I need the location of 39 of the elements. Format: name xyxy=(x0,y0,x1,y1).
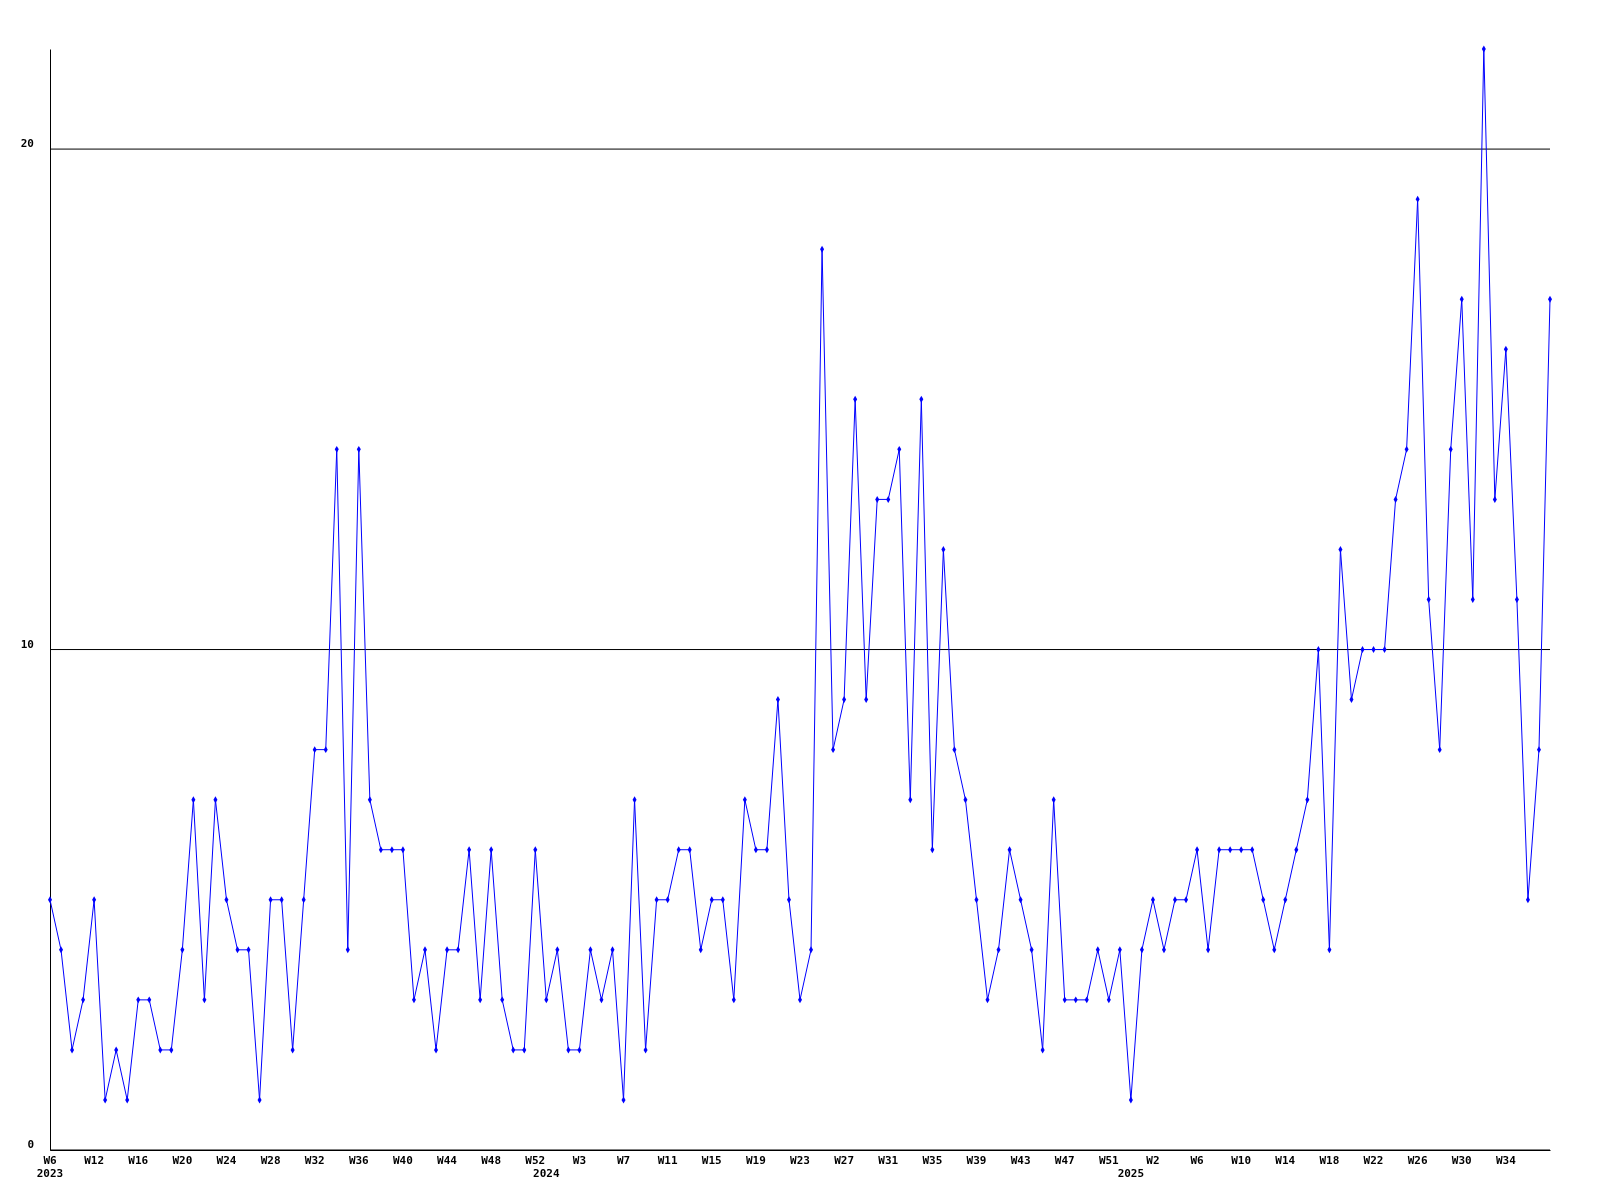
x-tick-label: W12 xyxy=(84,1154,105,1167)
x-tick-label: W40 xyxy=(393,1154,413,1167)
x-tick-label: W6 xyxy=(1190,1154,1205,1167)
x-tick-label: W19 xyxy=(745,1154,766,1167)
x-tick-label: W52 xyxy=(525,1154,546,1167)
x-tick-label: 2025 xyxy=(1117,1166,1145,1180)
x-tick-label: W47 xyxy=(1054,1154,1075,1167)
x-tick-label: W43 xyxy=(1010,1154,1031,1167)
x-tick-label: W28 xyxy=(260,1154,281,1167)
x-tick-label: W6 2023 xyxy=(36,1154,64,1180)
x-tick-label: W48 xyxy=(481,1154,502,1167)
x-tick-label: W7 xyxy=(616,1154,631,1167)
x-tick-label: W20 xyxy=(172,1154,193,1167)
y-tick-label: 10 xyxy=(20,637,34,651)
x-tick-label: W24 xyxy=(216,1154,237,1167)
x-tick-label: W23 xyxy=(790,1154,810,1167)
x-tick-label: W16 xyxy=(128,1154,149,1167)
x-tick-label: W15 xyxy=(701,1154,722,1167)
x-tick-label: W26 xyxy=(1407,1154,1428,1167)
x-tick-label: W3 xyxy=(572,1154,587,1167)
x-tick-label: W14 xyxy=(1275,1154,1296,1167)
x-tick-label: W27 xyxy=(834,1154,855,1167)
x-tick-label: W30 xyxy=(1451,1154,1472,1167)
x-tick-label: W36 xyxy=(348,1154,370,1167)
x-tick-label: W22 xyxy=(1363,1154,1384,1167)
x-tick-label: W31 xyxy=(878,1154,899,1167)
x-tick-label: W11 xyxy=(657,1154,678,1167)
x-tick-label: W10 xyxy=(1231,1154,1252,1167)
x-tick-label: W18 xyxy=(1319,1154,1340,1167)
x-tick-label: 2024 xyxy=(533,1166,560,1180)
x-tick-label: W32 xyxy=(304,1154,325,1167)
x-tick-label: W51 xyxy=(1098,1154,1120,1167)
x-tick-label: W34 xyxy=(1495,1154,1517,1167)
x-tick-label: W2 xyxy=(1146,1154,1160,1167)
x-tick-label: W35 xyxy=(922,1154,943,1167)
y-tick-label: 20 xyxy=(20,137,34,151)
x-tick-label: W39 xyxy=(966,1154,987,1167)
y-tick-label: 0 xyxy=(27,1138,34,1152)
x-tick-label: W44 xyxy=(437,1154,458,1167)
